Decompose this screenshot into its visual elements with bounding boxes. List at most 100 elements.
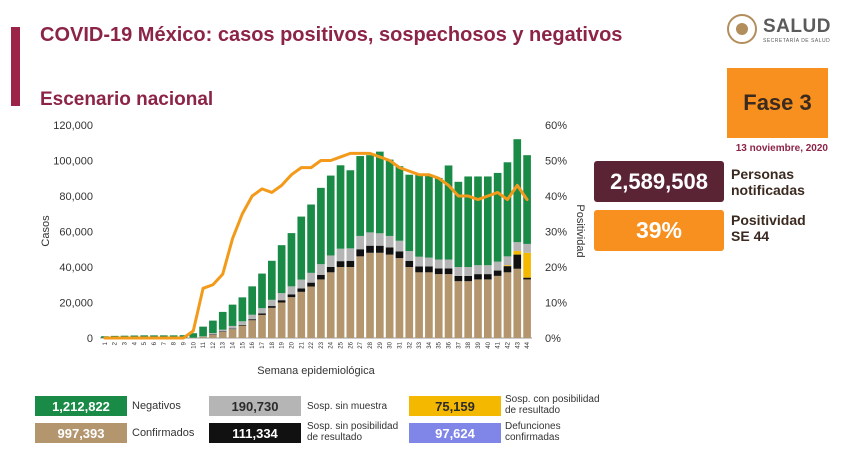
bar-sosp-sin-muestra	[513, 242, 522, 252]
x-tick-label: 37	[456, 341, 462, 348]
bar-confirmados	[267, 307, 276, 338]
bar-sosp-sin-muestra	[356, 235, 365, 250]
bar-sosp-sin-posibilidad	[464, 275, 473, 282]
bar-negativos	[238, 297, 247, 322]
bar-sosp-sin-posibilidad	[307, 282, 315, 287]
y2-tick-label: 10%	[545, 298, 567, 310]
bar-sosp-sin-muestra	[317, 264, 325, 275]
bar-negativos	[228, 304, 237, 326]
bar-negativos	[189, 333, 198, 338]
bar-sosp-sin-posibilidad	[248, 319, 257, 321]
y-tick-label: 20,000	[59, 298, 93, 310]
legend-confirmados-value: 997,393	[35, 423, 127, 443]
bar-sosp-sin-posibilidad	[218, 331, 227, 332]
bar-sosp-sin-posibilidad	[444, 268, 453, 275]
legend-defunciones-label-2: confirmadas	[505, 432, 560, 443]
page-title: COVID-19 México: casos positivos, sospec…	[40, 24, 623, 46]
bar-sosp-sin-muestra	[415, 256, 423, 267]
bar-negativos	[258, 273, 266, 309]
bar-sosp-sin-posibilidad	[267, 306, 276, 308]
x-tick-label: 41	[496, 341, 502, 348]
bar-negativos	[434, 177, 443, 260]
x-tick-label: 30	[388, 341, 394, 348]
bar-confirmados	[307, 286, 315, 338]
bar-confirmados	[503, 272, 512, 338]
bar-sosp-sin-muestra	[503, 256, 512, 266]
bar-sosp-sin-posibilidad	[326, 267, 335, 273]
bar-sosp-sin-posibilidad	[474, 274, 482, 280]
bar-confirmados	[336, 267, 345, 338]
legend-sin-posibilidad-label-1: Sosp. sin posibilidad	[307, 421, 399, 432]
x-tick-label: 29	[378, 341, 384, 348]
bar-negativos	[248, 286, 257, 315]
bar-confirmados	[228, 329, 237, 339]
legend-sin-muestra-label: Sosp. sin muestra	[307, 401, 388, 412]
y-tick-label: 100,000	[53, 156, 93, 168]
legend-confirmados-label: Confirmados	[132, 427, 195, 439]
legend-defunciones-label-1: Defunciones	[505, 421, 561, 432]
positivity-label-2: SE 44	[731, 228, 770, 244]
bar-confirmados	[238, 325, 247, 338]
bar-sosp-sin-muestra	[277, 293, 286, 301]
legend-sin-posibilidad-label-2: de resultado	[307, 432, 363, 443]
bar-negativos	[267, 260, 276, 300]
x-tick-label: 14	[231, 341, 237, 348]
bar-sosp-sin-posibilidad	[434, 268, 443, 275]
legend-con-posibilidad-label-2: de resultado	[505, 405, 561, 416]
bar-confirmados	[248, 320, 257, 338]
bar-sosp-sin-muestra	[297, 279, 306, 289]
x-tick-label: 17	[260, 341, 266, 348]
bar-negativos	[454, 181, 463, 267]
y-axis-title: Casos	[40, 215, 52, 247]
bar-sosp-sin-posibilidad	[209, 334, 217, 335]
x-tick-label: 8	[172, 341, 178, 345]
bar-negativos	[513, 139, 522, 243]
seal-icon	[727, 14, 757, 44]
bar-negativos	[483, 176, 492, 266]
bar-sosp-sin-posibilidad	[454, 275, 463, 282]
bar-sosp-sin-muestra	[248, 314, 257, 320]
bar-negativos	[277, 245, 286, 294]
bar-confirmados	[425, 272, 433, 338]
bar-negativos	[218, 311, 227, 330]
bar-sosp-sin-muestra	[464, 267, 473, 276]
bar-sosp-con-posibilidad	[523, 252, 531, 278]
bar-negativos	[366, 155, 374, 233]
bar-sosp-sin-muestra	[287, 286, 296, 295]
bar-sosp-sin-muestra	[228, 325, 237, 329]
bar-sosp-sin-muestra	[395, 240, 404, 252]
x-tick-label: 25	[339, 341, 345, 348]
x-tick-label: 15	[240, 341, 246, 348]
y2-tick-label: 20%	[545, 262, 567, 274]
bar-sosp-sin-posibilidad	[366, 245, 374, 253]
x-tick-label: 23	[319, 341, 325, 348]
legend-sin-muestra-value: 190,730	[209, 396, 301, 416]
bar-sosp-sin-muestra	[375, 233, 384, 246]
legend-sin-posibilidad-value: 111,334	[209, 423, 301, 443]
x-axis-title: Semana epidemiológica	[257, 365, 375, 377]
x-tick-label: 43	[515, 341, 521, 348]
x-tick-label: 33	[417, 341, 423, 348]
x-tick-label: 36	[447, 341, 453, 348]
bar-sosp-sin-muestra	[493, 261, 502, 271]
page-subtitle: Escenario nacional	[40, 89, 214, 110]
salud-logo: SALUD SECRETARÍA DE SALUD	[727, 14, 831, 48]
bar-negativos	[317, 187, 325, 265]
bar-confirmados	[444, 274, 453, 338]
bar-sosp-con-posibilidad	[503, 265, 512, 267]
bar-sosp-sin-posibilidad	[385, 247, 394, 255]
bar-sosp-sin-muestra	[218, 329, 227, 332]
bar-negativos	[199, 326, 207, 337]
bar-negativos	[385, 159, 394, 236]
x-tick-label: 3	[123, 341, 129, 345]
bar-sosp-sin-muestra	[425, 257, 433, 267]
bar-sosp-sin-muestra	[523, 243, 531, 253]
bar-sosp-sin-posibilidad	[523, 277, 531, 280]
bar-sosp-sin-muestra	[238, 321, 247, 325]
positivity-label-1: Positividad	[731, 212, 806, 228]
bar-sosp-con-posibilidad	[513, 251, 522, 255]
bar-sosp-sin-muestra	[258, 308, 266, 314]
bar-sosp-sin-muestra	[209, 333, 217, 335]
y2-tick-label: 50%	[545, 156, 567, 168]
bar-confirmados	[209, 334, 217, 338]
